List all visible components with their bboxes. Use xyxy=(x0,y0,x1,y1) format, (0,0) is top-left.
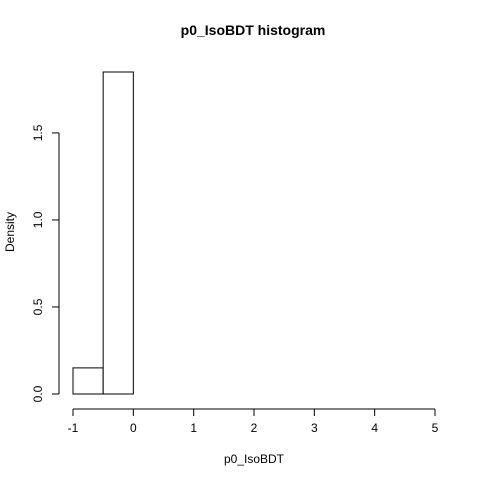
y-tick-label: 1.0 xyxy=(31,211,45,228)
y-tick-label: 0.5 xyxy=(31,298,45,315)
x-tick-label: 2 xyxy=(251,421,258,435)
x-tick-label: 4 xyxy=(371,421,378,435)
x-tick-label: 5 xyxy=(432,421,439,435)
x-tick-label: 3 xyxy=(311,421,318,435)
x-axis: -1 0 1 2 3 4 5 xyxy=(68,408,439,435)
histogram-bar xyxy=(72,367,104,395)
y-tick-label: 0.0 xyxy=(31,385,45,402)
x-tick-label: -1 xyxy=(68,421,79,435)
y-axis-label: Density xyxy=(3,212,17,252)
x-axis-label: p0_IsoBDT xyxy=(224,452,285,466)
histogram-bar xyxy=(102,71,134,395)
histogram-bars xyxy=(72,71,134,395)
x-tick-label: 0 xyxy=(130,421,137,435)
x-tick-label: 1 xyxy=(190,421,197,435)
chart-title: p0_IsoBDT histogram xyxy=(181,22,326,38)
y-tick-label: 1.5 xyxy=(31,124,45,141)
y-axis: 0.0 0.5 1.0 1.5 xyxy=(31,124,60,402)
